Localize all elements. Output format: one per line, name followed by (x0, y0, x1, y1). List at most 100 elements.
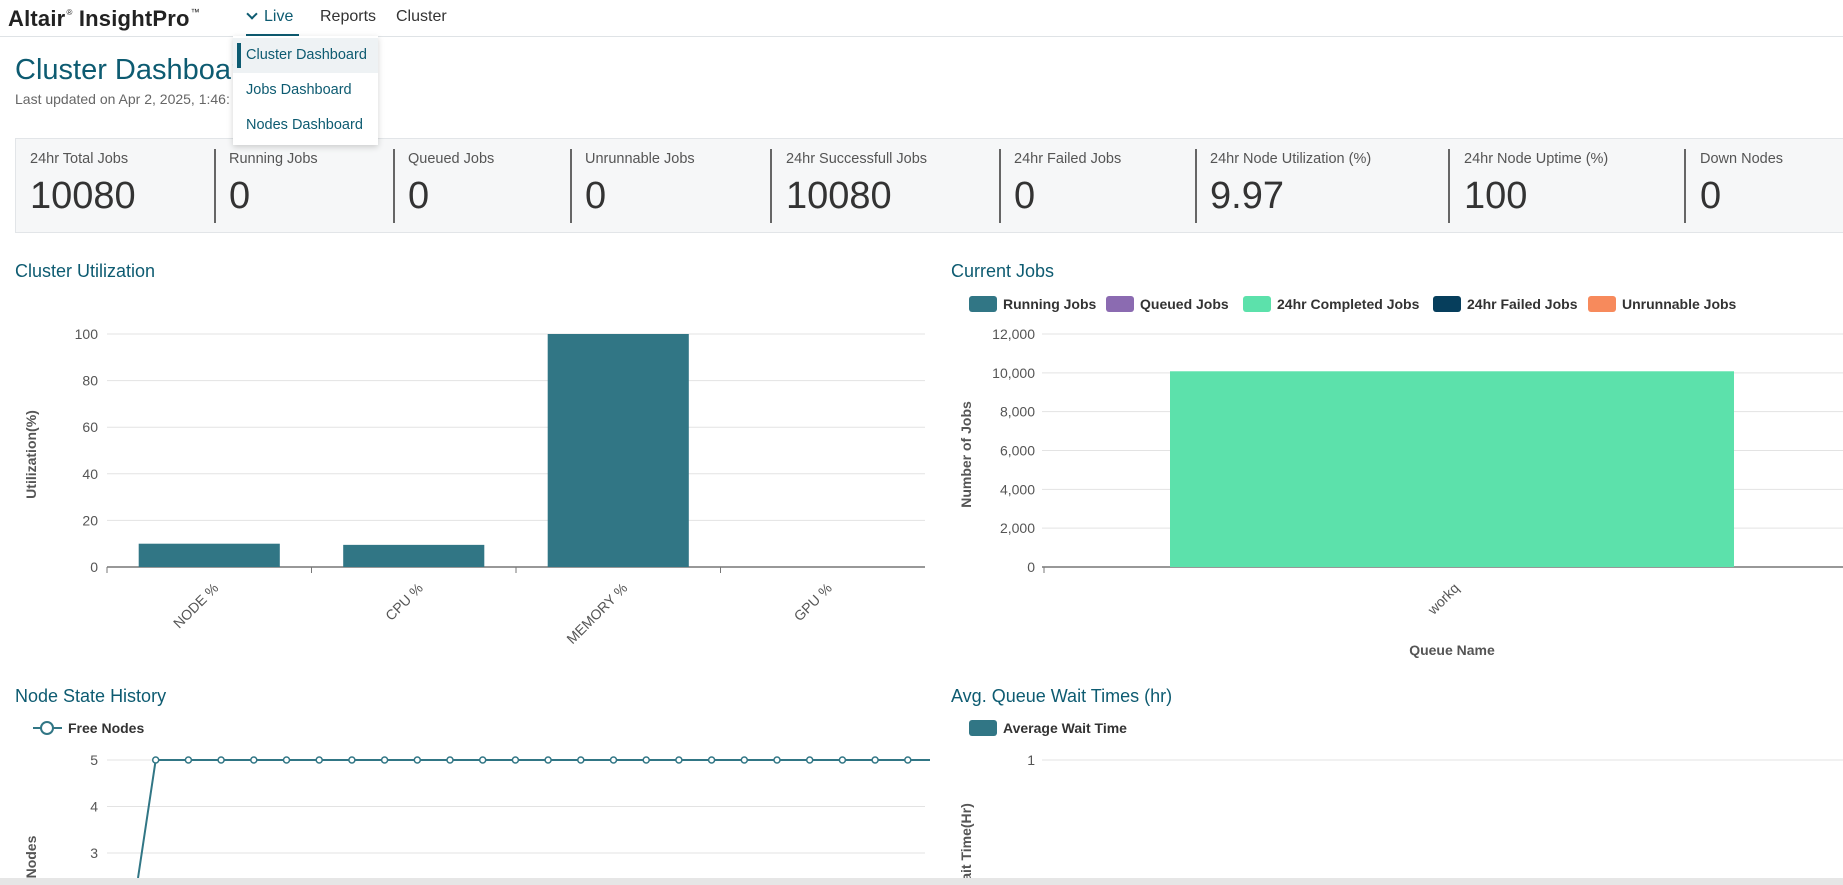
legend-label: Running Jobs (1003, 296, 1097, 312)
legend-label: 24hr Completed Jobs (1277, 296, 1420, 312)
data-point (839, 757, 845, 763)
kpi-label: Running Jobs (229, 151, 318, 167)
x-tick-label: CPU % (382, 580, 426, 624)
avg-queue-wait-chart: Average Wait Time 1 ait Time(Hr) (940, 712, 1843, 878)
live-dropdown-menu: Cluster Dashboard Jobs Dashboard Nodes D… (233, 36, 378, 145)
kpi-divider (393, 149, 395, 223)
legend-swatch (1106, 296, 1134, 312)
legend-label: 24hr Failed Jobs (1467, 296, 1578, 312)
logo-product: InsightPro (79, 6, 190, 31)
data-point (349, 757, 355, 763)
y-tick-label: 6,000 (1000, 443, 1035, 459)
y-axis-label: Nodes (23, 835, 39, 878)
kpi-divider (1195, 149, 1197, 223)
logo-trademark: ™ (191, 7, 200, 17)
legend-label: Queued Jobs (1140, 296, 1229, 312)
bar (548, 334, 689, 567)
menu-item-jobs-dashboard[interactable]: Jobs Dashboard (233, 73, 378, 108)
data-point (676, 757, 682, 763)
legend-swatch (1433, 296, 1461, 312)
nav-reports[interactable]: Reports (318, 0, 378, 36)
y-tick-label: 12,000 (992, 326, 1035, 342)
y-tick-label: 0 (1027, 559, 1035, 575)
menu-item-cluster-dashboard[interactable]: Cluster Dashboard (233, 38, 378, 73)
current-jobs-chart: Running Jobs Queued Jobs 24hr Completed Jo… (940, 288, 1843, 663)
data-point (512, 757, 518, 763)
y-tick-label: 100 (75, 326, 99, 342)
x-axis-label: Queue Name (1409, 642, 1495, 658)
app-logo[interactable]: Altair® InsightPro™ (8, 6, 200, 32)
y-tick-label: 20 (82, 512, 98, 528)
legend-label: Free Nodes (68, 720, 144, 736)
kpi-label: 24hr Failed Jobs (1014, 151, 1121, 167)
kpi-label: Queued Jobs (408, 151, 494, 167)
menu-item-nodes-dashboard[interactable]: Nodes Dashboard (233, 108, 378, 143)
logo-registered-mark: ® (66, 8, 72, 17)
y-tick-label: 10,000 (992, 365, 1035, 381)
kpi-label: 24hr Node Uptime (%) (1464, 151, 1608, 167)
nav-cluster[interactable]: Cluster (394, 0, 449, 36)
y-axis-label: Utilization(%) (23, 410, 39, 499)
data-point (185, 757, 191, 763)
kpi-value: 0 (229, 175, 250, 218)
data-point (218, 757, 224, 763)
data-point (611, 757, 617, 763)
data-point (284, 757, 290, 763)
last-updated-text: Last updated on Apr 2, 2025, 1:46: (15, 91, 230, 107)
kpi-value: 10080 (30, 175, 136, 218)
kpi-value: 0 (585, 175, 606, 218)
data-point (447, 757, 453, 763)
y-tick-label: 8,000 (1000, 404, 1035, 420)
legend-swatch (1243, 296, 1271, 312)
x-tick-label: NODE % (170, 580, 221, 631)
nav-live-label: Live (264, 8, 293, 25)
horizontal-scrollbar[interactable] (0, 878, 1843, 885)
x-tick-label: workq (1424, 580, 1462, 618)
data-point (643, 757, 649, 763)
kpi-divider (570, 149, 572, 223)
y-tick-label: 5 (90, 752, 98, 768)
bar (139, 544, 280, 567)
x-tick-label: MEMORY % (563, 580, 630, 645)
kpi-divider (214, 149, 216, 223)
data-point (872, 757, 878, 763)
node-state-history-title: Node State History (15, 686, 166, 707)
page-title: Cluster Dashboard (15, 54, 257, 87)
y-tick-label: 40 (82, 466, 98, 482)
top-nav-bar: Altair® InsightPro™ Live Reports Cluster (0, 0, 1843, 37)
data-point (251, 757, 257, 763)
nav-live-menu[interactable]: Live (246, 0, 299, 36)
y-tick-label: 60 (82, 419, 98, 435)
legend-swatch (969, 296, 997, 312)
kpi-divider (1684, 149, 1686, 223)
kpi-label: Down Nodes (1700, 151, 1783, 167)
kpi-label: 24hr Node Utilization (%) (1210, 151, 1371, 167)
kpi-value: 10080 (786, 175, 892, 218)
data-point (578, 757, 584, 763)
nav-reports-label: Reports (320, 8, 376, 25)
current-jobs-title: Current Jobs (951, 261, 1054, 282)
node-state-history-chart: Free Nodes 3 4 5 Nodes (0, 712, 930, 878)
kpi-value: 0 (1700, 175, 1721, 218)
kpi-value: 9.97 (1210, 175, 1284, 218)
avg-queue-wait-title: Avg. Queue Wait Times (hr) (951, 686, 1172, 707)
y-tick-label: 2,000 (1000, 520, 1035, 536)
kpi-label: 24hr Total Jobs (30, 151, 128, 167)
bar-segment (1170, 371, 1734, 567)
nav-cluster-label: Cluster (396, 8, 447, 25)
y-tick-label: 3 (90, 845, 98, 861)
kpi-label: Unrunnable Jobs (585, 151, 695, 167)
kpi-value: 0 (1014, 175, 1035, 218)
series-line (138, 760, 930, 878)
kpi-value: 100 (1464, 175, 1527, 218)
y-tick-label: 4,000 (1000, 481, 1035, 497)
logo-brand: Altair (8, 6, 65, 31)
legend-swatch (969, 720, 997, 736)
data-point (807, 757, 813, 763)
kpi-divider (770, 149, 772, 223)
y-tick-label: 80 (82, 373, 98, 389)
y-tick-label: 4 (90, 799, 98, 815)
y-axis-label: ait Time(Hr) (958, 803, 974, 878)
y-axis-label: Number of Jobs (958, 401, 974, 508)
legend-marker (41, 722, 53, 734)
